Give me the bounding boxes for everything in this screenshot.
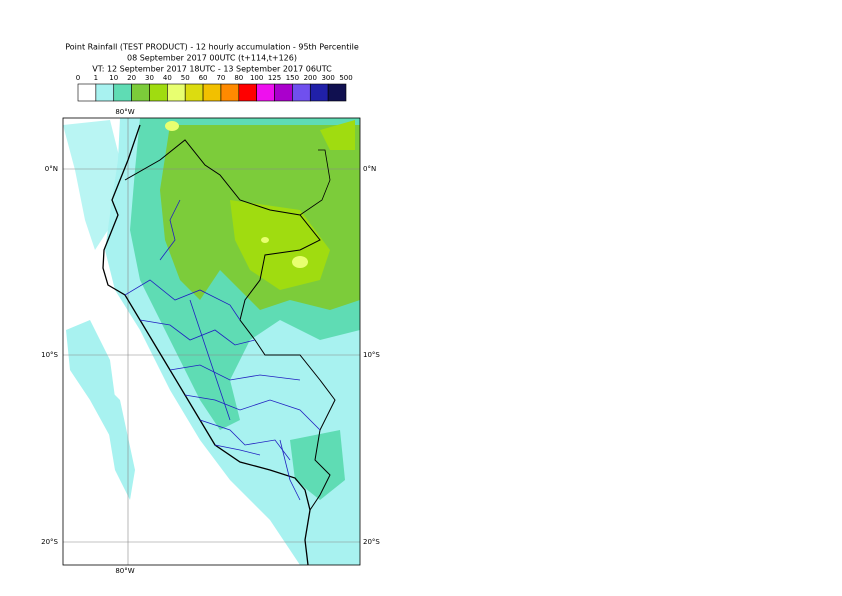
legend-label: 125 [268, 74, 281, 82]
legend-swatch [292, 83, 311, 102]
legend-label: 100 [250, 74, 263, 82]
base-time: 08 September 2017 00UTC (t+114,t+126) [127, 54, 297, 63]
legend-label: 150 [286, 74, 299, 82]
legend-label: 40 [163, 74, 172, 82]
legend-swatch [202, 83, 222, 102]
title: Point Rainfall (TEST PRODUCT) - 12 hourl… [65, 43, 359, 52]
legend-label: 500 [339, 74, 352, 82]
lat-label: 0°N [363, 165, 376, 173]
legend-swatch [149, 83, 168, 102]
legend-swatch [131, 83, 150, 102]
lat-label: 20°S [41, 538, 58, 546]
legend-swatch [256, 83, 275, 102]
legend-swatch [309, 83, 329, 102]
legend-label: 1 [94, 74, 98, 82]
map [63, 118, 360, 565]
lon-label: 80°W [115, 108, 134, 116]
legend-label: 10 [109, 74, 118, 82]
legend-label: 60 [199, 74, 208, 82]
lat-label: 10°S [363, 351, 380, 359]
legend-swatch [113, 83, 132, 102]
legend-label: 20 [127, 74, 136, 82]
map-frame [62, 117, 361, 566]
legend-label: 80 [234, 74, 243, 82]
legend-label: 30 [145, 74, 154, 82]
legend-swatch [220, 83, 240, 102]
legend-label: 70 [216, 74, 225, 82]
legend-label: 300 [321, 74, 334, 82]
lon-label: 80°W [115, 567, 134, 575]
legend: 0 1 10 20 30 40 50 60 70 80 100 125 150 200 300 500 [76, 74, 353, 102]
legend-label: 200 [304, 74, 317, 82]
legend-swatch [274, 83, 293, 102]
legend-swatch [95, 83, 115, 102]
legend-swatch [167, 83, 186, 102]
legend-swatch [77, 83, 97, 102]
legend-label: 50 [181, 74, 190, 82]
valid-time: VT: 12 September 2017 18UTC - 13 Septemb… [92, 65, 332, 74]
legend-swatch [238, 83, 257, 102]
lat-label: 0°N [45, 165, 58, 173]
legend-swatch [184, 83, 204, 102]
legend-swatch [327, 83, 347, 102]
lat-label: 20°S [363, 538, 380, 546]
legend-label: 0 [76, 74, 80, 82]
lat-label: 10°S [41, 351, 58, 359]
